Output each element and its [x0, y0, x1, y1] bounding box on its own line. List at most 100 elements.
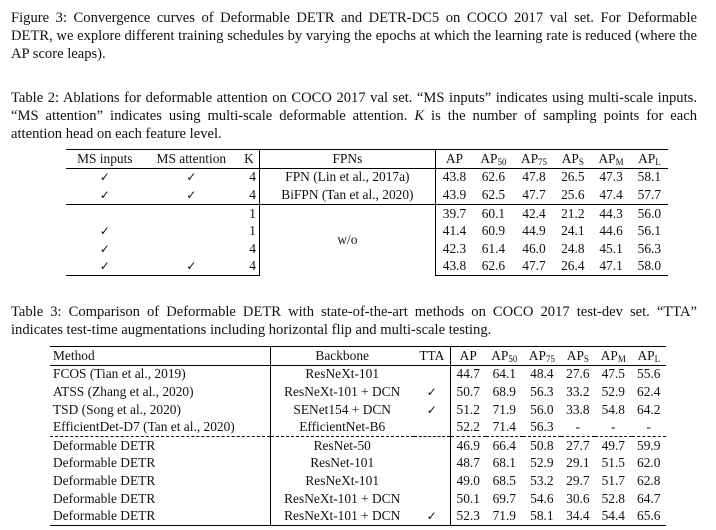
table3-row: TSD (Song et al., 2020) SENet154 + DCN ✓…	[50, 400, 666, 419]
table2-apm: 44.3	[599, 205, 623, 221]
table3-ap50: 69.7	[492, 490, 516, 506]
table3-ap75: 56.0	[530, 401, 554, 417]
table2-ap: 43.8	[442, 169, 467, 185]
table3-header-apl: APL	[631, 346, 666, 366]
table2-ap75: 47.7	[513, 257, 555, 277]
table3-ap50: 68.1	[492, 455, 516, 471]
table3-method: Deformable DETR	[50, 472, 271, 490]
table2-apl: 56.3	[637, 240, 662, 256]
table3-header-ap50: AP50	[485, 346, 524, 366]
table2-apl: 56.1	[637, 223, 662, 239]
table3-backbone: ResNeXt-101 + DCN	[270, 507, 414, 526]
table2-ap: 43.8	[435, 257, 474, 277]
table3-row: Deformable DETR ResNeXt-101 + DCN 50.1 6…	[50, 489, 666, 508]
table3-ap75: 56.3	[523, 418, 561, 437]
table3-ap75: 48.4	[530, 366, 554, 382]
check-icon	[413, 418, 451, 437]
table2-apm: 47.3	[599, 169, 623, 185]
table3-backbone: ResNet-101	[310, 455, 375, 471]
table2-k: 4	[239, 186, 260, 205]
table2: MS inputs MS attention K FPNs AP AP50 AP…	[66, 149, 668, 277]
table2-apl: 57.7	[630, 186, 668, 205]
check-icon	[413, 489, 451, 508]
table3-method: Deformable DETR	[50, 454, 271, 473]
table2-aps: 24.1	[561, 223, 585, 239]
check-icon: ✓	[66, 186, 144, 205]
table2-fpn: FPN (Lin et al., 2017a)	[259, 168, 436, 187]
table3-ap50: 68.5	[492, 472, 516, 488]
table2-apm: 45.1	[599, 240, 623, 256]
table2-ap: 41.4	[442, 223, 467, 239]
table2-row: ✓ ✓ 4 FPN (Lin et al., 2017a) 43.8 62.6 …	[66, 168, 668, 187]
check-icon	[144, 204, 239, 222]
table2-k: 4	[239, 239, 260, 258]
table3-ap50: 66.4	[492, 437, 516, 453]
table2-row: ✓ ✓ 4 43.8 62.6 47.7 26.4 47.1 58.0	[66, 257, 668, 277]
table2-apm: 44.6	[599, 223, 623, 239]
table3-method: Deformable DETR	[50, 507, 271, 526]
table3-aps: 33.8	[566, 401, 590, 417]
table3-backbone: ResNeXt-101 + DCN	[284, 490, 401, 506]
table2-caption-prefix: Table 2: Ablations for deformable attent…	[11, 90, 697, 124]
table3-apm: 47.5	[601, 366, 625, 382]
table3-method: FCOS (Tian et al., 2019)	[50, 365, 271, 384]
table2-ap75: 47.7	[513, 186, 555, 205]
table2-ap50: 60.9	[481, 223, 506, 239]
table2-k: 1	[239, 222, 260, 240]
table3-apm: -	[595, 418, 632, 437]
table3-apl: 62.0	[637, 455, 661, 471]
table3-apl: 62.4	[637, 383, 661, 399]
check-icon: ✓	[413, 400, 451, 419]
table3-ap: 44.7	[456, 366, 480, 382]
table3-caption: Table 3: Comparison of Deformable DETR w…	[11, 304, 697, 338]
table3-ap75: 54.6	[530, 490, 554, 506]
table2-aps: 25.6	[554, 186, 592, 205]
check-icon: ✓	[186, 170, 197, 185]
table2-ap50: 62.5	[473, 186, 514, 205]
check-icon: ✓	[143, 257, 240, 277]
table3-apm: 54.8	[601, 401, 625, 417]
check-icon: ✓	[99, 224, 110, 239]
table3-apl: 55.6	[637, 366, 661, 382]
table3-apl: 62.8	[637, 472, 661, 488]
table2-k: 4	[239, 168, 260, 187]
table3-ap50: 71.9	[492, 401, 516, 417]
table2-ap75: 47.8	[522, 169, 546, 185]
table3-aps: 34.4	[560, 507, 596, 526]
table2-caption: Table 2: Ablations for deformable attent…	[11, 89, 697, 143]
table2-header-ms-inputs: MS inputs	[66, 149, 144, 169]
table2-header-aps: APS	[554, 149, 592, 169]
table3-apm: 49.7	[601, 437, 625, 453]
table2-k: 4	[239, 257, 260, 277]
table2-header-ap50: AP50	[473, 149, 514, 169]
table3-apl: -	[631, 418, 666, 437]
table3-ap: 52.3	[450, 507, 486, 526]
table2-wo-label: w/o	[259, 204, 436, 276]
table3-header-ap75: AP75	[523, 346, 561, 366]
table3-apm: 52.8	[601, 490, 625, 506]
table3-header-aps: APS	[560, 346, 596, 366]
table3-ap: 46.9	[456, 437, 480, 453]
table2-apm: 47.1	[591, 257, 631, 277]
table2-header-k: K	[239, 149, 260, 169]
check-icon	[144, 222, 239, 240]
check-icon: ✓	[143, 186, 240, 205]
table2-ap50: 61.4	[481, 240, 506, 256]
table3-apm: 51.7	[601, 472, 625, 488]
table3-row: EfficientDet-D7 (Tan et al., 2020) Effic…	[50, 418, 666, 437]
table2-ap50: 60.1	[481, 205, 506, 221]
figure3-caption: Figure 3: Convergence curves of Deformab…	[11, 10, 697, 62]
table2-header-ms-attention: MS attention	[143, 149, 240, 169]
table2-row: ✓ ✓ 4 BiFPN (Tan et al., 2020) 43.9 62.5…	[66, 186, 668, 205]
table3-ap75: 53.2	[530, 472, 554, 488]
table3-header-method: Method	[50, 346, 271, 366]
table2-ap: 39.7	[442, 205, 467, 221]
table3-backbone: ResNet-50	[313, 437, 371, 453]
table3-method: ATSS (Zhang et al., 2020)	[50, 383, 271, 401]
table2-row: ✓ 1 41.4 60.9 44.9 24.1 44.6 56.1	[66, 222, 668, 240]
table3-backbone: ResNeXt-101	[305, 366, 380, 382]
table2-caption-k: K	[414, 108, 425, 124]
table2-ap75: 42.4	[522, 205, 546, 221]
table3-apm: 54.4	[595, 507, 632, 526]
table3-backbone: ResNeXt-101 + DCN	[284, 383, 401, 399]
